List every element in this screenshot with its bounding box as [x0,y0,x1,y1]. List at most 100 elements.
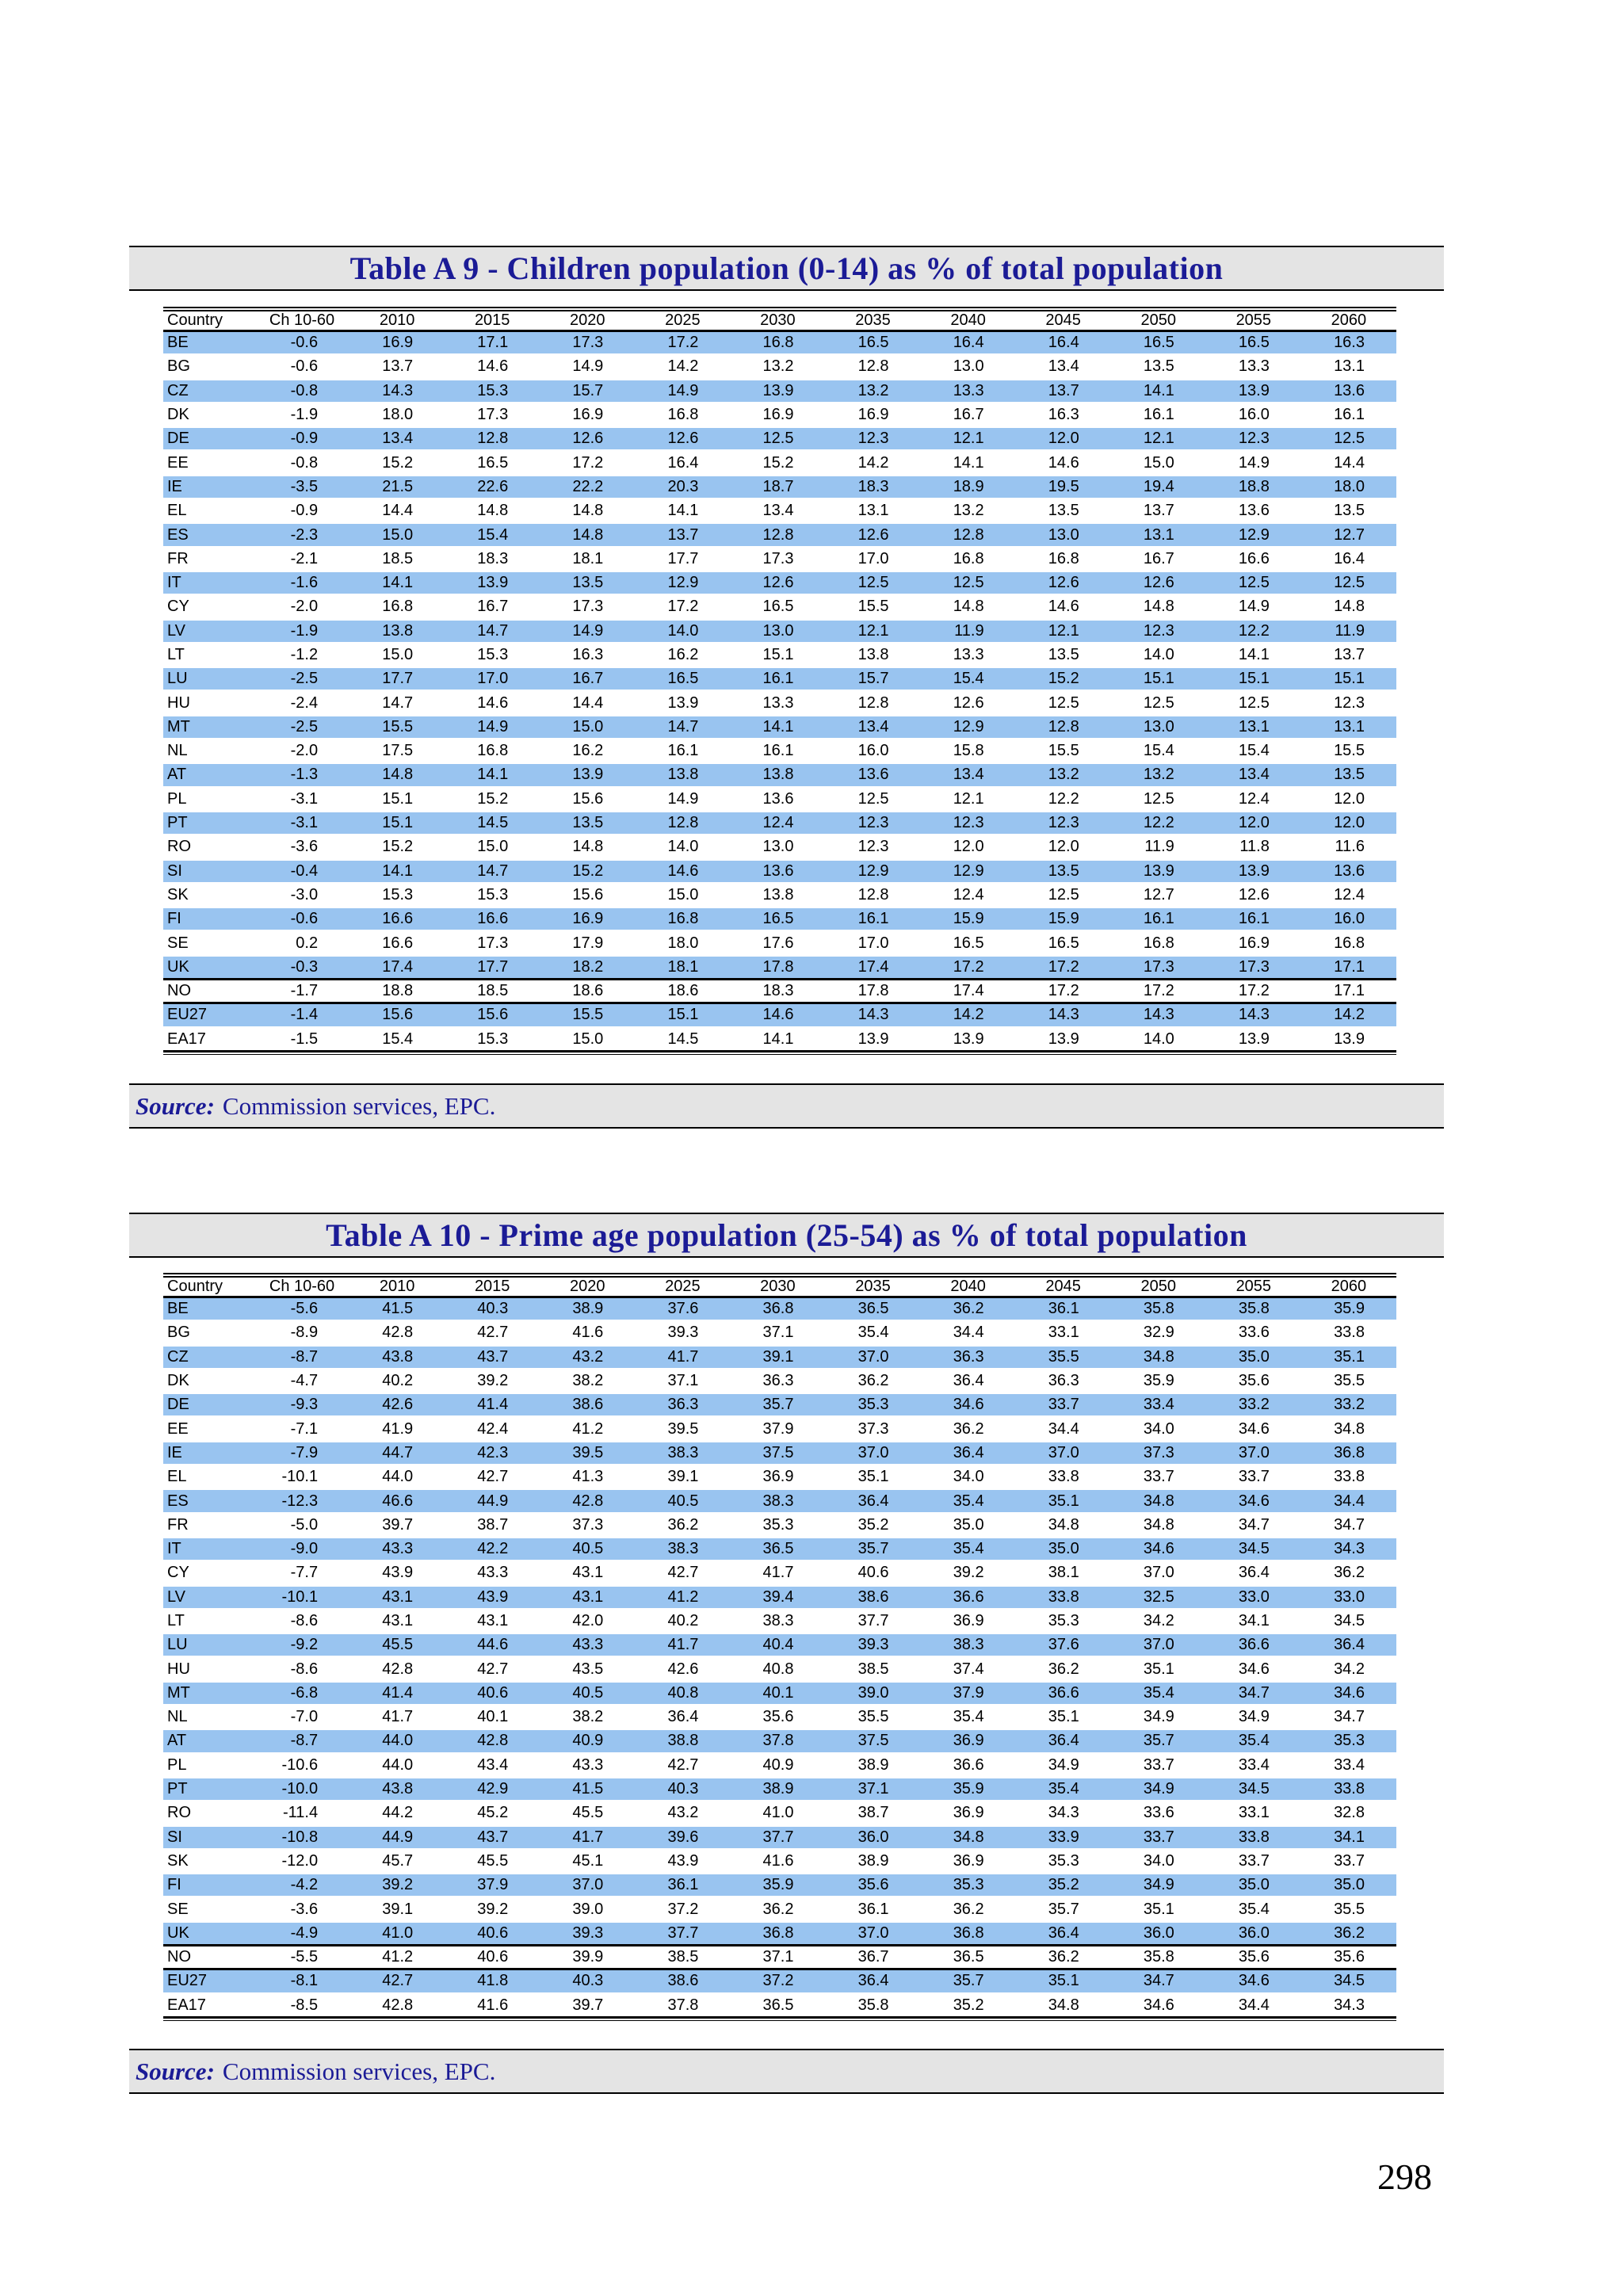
value-cell: 16.2 [540,739,636,765]
value-cell: 45.5 [349,1633,445,1659]
country-cell: EU27 [163,1003,254,1029]
country-cell: FR [163,547,254,572]
table-row-lu: LU -9.2 45.5 44.6 43.3 41.7 40.4 39.3 38.3 37.6 37… [163,1633,1396,1659]
table-row-lu: LU -2.5 17.7 17.0 16.7 16.5 16.1 15.7 15.4 15.2 15… [163,667,1396,693]
column-header-2020: 2020 [540,1278,636,1298]
table-row-ie: IE -3.5 21.5 22.6 22.2 20.3 18.7 18.3 18.9 19.5 19… [163,475,1396,501]
country-cell: DE [163,426,254,453]
value-cell: 35.0 [1205,1345,1301,1370]
value-cell: 41.6 [730,1849,826,1875]
value-cell: 36.2 [1015,1656,1111,1683]
value-cell: 14.7 [635,715,731,741]
table-row-ee: EE -0.8 15.2 16.5 17.2 16.4 15.2 14.2 14.1 14.6 15… [163,450,1396,476]
value-cell: 14.5 [635,1027,731,1052]
value-cell: 33.9 [1015,1825,1111,1851]
value-cell: 43.8 [349,1777,445,1803]
value-cell: 37.2 [635,1897,731,1923]
value-cell: 18.3 [445,547,540,572]
value-cell: 34.5 [1205,1777,1301,1803]
value-cell: 34.9 [1015,1753,1111,1778]
value-cell: -1.9 [254,619,350,644]
value-cell: 13.5 [1300,762,1396,789]
value-cell: 13.9 [1205,1027,1301,1052]
value-cell: 12.8 [445,426,540,453]
value-cell: 44.9 [349,1825,445,1851]
value-cell: 35.7 [730,1392,826,1419]
value-cell: 36.4 [635,1705,731,1731]
value-cell: 18.0 [635,930,731,957]
value-cell: 36.2 [730,1897,826,1923]
country-cell: CY [163,1561,254,1587]
value-cell: 17.2 [635,594,731,621]
value-cell: 33.4 [1110,1392,1206,1419]
value-cell: -8.9 [254,1320,350,1347]
value-cell: 35.2 [825,1513,921,1538]
value-cell: 36.1 [825,1897,921,1923]
value-cell: 15.6 [349,1003,445,1029]
value-cell: 38.9 [730,1777,826,1803]
value-cell: 17.1 [445,330,540,357]
table-row-el: EL -10.1 44.0 42.7 41.3 39.1 36.9 35.1 34.0 33.8 3… [163,1465,1396,1491]
value-cell: -10.6 [254,1753,350,1778]
value-cell: 45.5 [445,1849,540,1875]
value-cell: 36.9 [920,1801,1016,1827]
country-cell: FR [163,1513,254,1538]
value-cell: 17.6 [730,930,826,957]
value-cell: 35.5 [1300,1897,1396,1923]
value-cell: 42.8 [445,1729,540,1755]
value-cell: 39.1 [349,1897,445,1923]
value-cell: 34.0 [1110,1416,1206,1442]
value-cell: 12.2 [1015,787,1111,812]
value-cell: 16.5 [445,450,540,476]
country-cell: LV [163,619,254,644]
table-row-cy: CY -7.7 43.9 43.3 43.1 42.7 41.7 40.6 39.2 38.1 37… [163,1561,1396,1587]
value-cell: 36.9 [920,1729,1016,1755]
value-cell: -1.9 [254,403,350,429]
column-header-2010: 2010 [349,1278,445,1298]
value-cell: -4.2 [254,1873,350,1899]
value-cell: 34.9 [1110,1705,1206,1731]
country-cell: ES [163,1488,254,1515]
value-cell: 15.2 [445,787,540,812]
value-cell: 37.9 [445,1873,540,1899]
value-cell: 13.1 [1110,522,1206,548]
value-cell: 12.2 [1205,619,1301,644]
value-cell: 37.1 [635,1369,731,1395]
table-row-dk: DK -1.9 18.0 17.3 16.9 16.8 16.9 16.9 16.7 16.3 16… [163,403,1396,429]
value-cell: 15.0 [445,835,540,861]
value-cell: 12.0 [1300,787,1396,812]
value-cell: 35.4 [920,1488,1016,1515]
table-a9-source-banner: Source: Commission services, EPC. [129,1083,1444,1129]
value-cell: 35.1 [1015,1969,1111,1995]
value-cell: 39.2 [920,1561,1016,1587]
value-cell: 43.1 [349,1585,445,1610]
value-cell: 35.9 [920,1777,1016,1803]
value-cell: 35.1 [1110,1656,1206,1683]
country-cell: EU27 [163,1969,254,1995]
value-cell: 18.1 [540,547,636,572]
value-cell: -9.2 [254,1633,350,1659]
value-cell: 17.3 [730,547,826,572]
value-cell: 34.6 [920,1392,1016,1419]
value-cell: 38.5 [825,1656,921,1683]
value-cell: 39.2 [349,1873,445,1899]
value-cell: 14.8 [540,835,636,861]
value-cell: -8.1 [254,1969,350,1995]
country-cell: EA17 [163,1993,254,2019]
source-line: Source: Commission services, EPC. [129,1092,495,1121]
value-cell: 16.6 [1205,547,1301,572]
column-header-2025: 2025 [635,1278,731,1298]
value-cell: 13.4 [730,499,826,525]
value-cell: 43.5 [540,1656,636,1683]
value-cell: 40.8 [635,1681,731,1707]
value-cell: 12.3 [1205,426,1301,453]
country-cell: MT [163,715,254,741]
value-cell: -8.6 [254,1609,350,1635]
value-cell: 16.1 [1110,907,1206,933]
value-cell: 38.9 [540,1297,636,1323]
value-cell: 36.9 [920,1609,1016,1635]
value-cell: 33.2 [1205,1392,1301,1419]
value-cell: 40.3 [635,1777,731,1803]
value-cell: 15.1 [1205,667,1301,693]
value-cell: -6.8 [254,1681,350,1707]
